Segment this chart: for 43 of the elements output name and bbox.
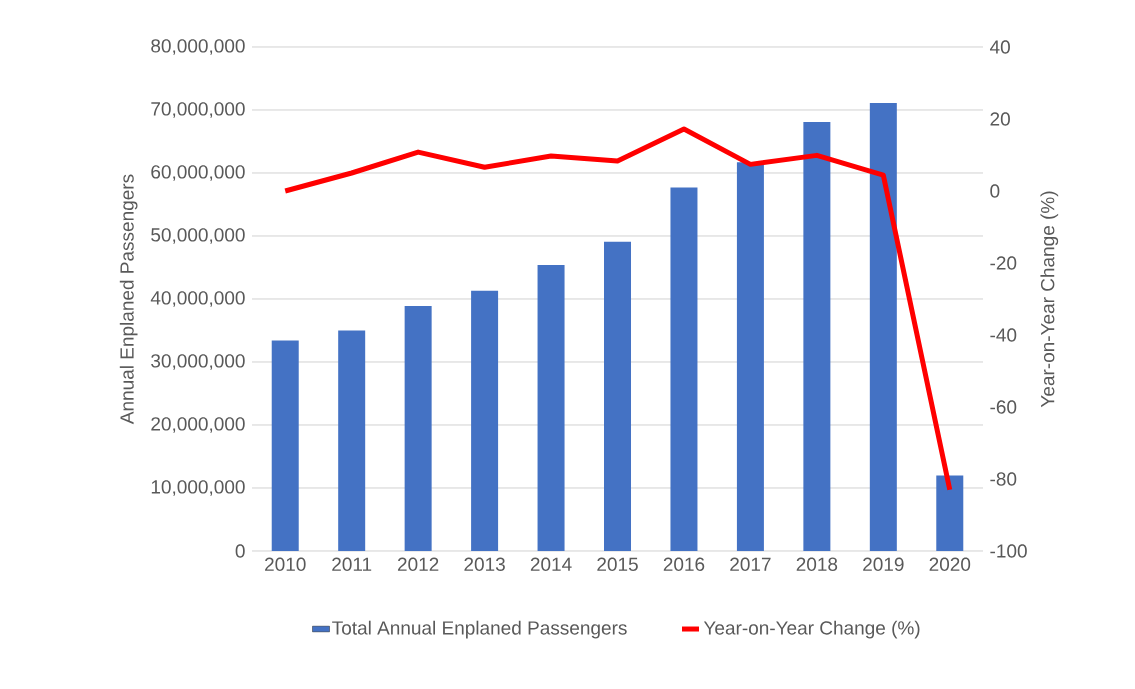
bar: [803, 121, 831, 551]
y-tick-label: 60,000,000: [151, 165, 245, 181]
bar: [271, 340, 299, 551]
y-axis-title: Annual Enplaned Passengers: [119, 174, 138, 425]
y2-tick-label: -60: [990, 400, 1017, 414]
bar: [471, 290, 499, 551]
y2-tick-label: 40: [989, 40, 1010, 54]
bar: [537, 264, 565, 551]
x-tick-label: 2010: [265, 557, 306, 571]
y-tick-label: 50,000,000: [151, 228, 245, 244]
x-tick-label: 2012: [397, 557, 439, 571]
legend-label: Year-on-Year Change (%): [703, 620, 920, 639]
bar: [670, 187, 698, 551]
x-tick-label: 2020: [929, 557, 971, 571]
y-tick-label: 10,000,000: [151, 480, 245, 496]
y-tick-label: 0: [235, 544, 245, 558]
bar: [936, 475, 964, 551]
x-tick-label: 2019: [863, 557, 904, 571]
legend-label: Total Annual Enplaned Passengers: [332, 620, 627, 639]
y2-axis-title: Year-on-Year Change (%): [1040, 191, 1059, 408]
y2-tick-label: -80: [990, 472, 1017, 486]
bar: [338, 330, 366, 551]
y-tick-label: 20,000,000: [151, 417, 245, 433]
x-tick-label: 2017: [730, 557, 771, 571]
y2-tick-label: 0: [990, 184, 1000, 198]
x-tick-label: 2016: [663, 557, 705, 571]
x-tick-label: 2018: [796, 557, 838, 571]
bar: [736, 162, 764, 551]
x-tick-label: 2011: [332, 557, 372, 571]
x-tick-label: 2015: [597, 557, 638, 571]
bar: [404, 305, 432, 551]
y2-tick-label: -40: [990, 328, 1017, 342]
x-tick-label: 2013: [464, 557, 505, 571]
y-tick-label: 80,000,000: [151, 39, 245, 55]
y-tick-label: 40,000,000: [150, 291, 245, 307]
x-tick-label: 2014: [530, 557, 572, 571]
bar: [869, 103, 897, 551]
bar: [604, 241, 631, 551]
y2-tick-label: -20: [990, 256, 1017, 270]
y2-tick-label: -100: [990, 544, 1027, 558]
y2-tick-label: 20: [990, 112, 1010, 126]
y-tick-label: 30,000,000: [151, 354, 245, 370]
y-tick-label: 70,000,000: [151, 102, 245, 118]
